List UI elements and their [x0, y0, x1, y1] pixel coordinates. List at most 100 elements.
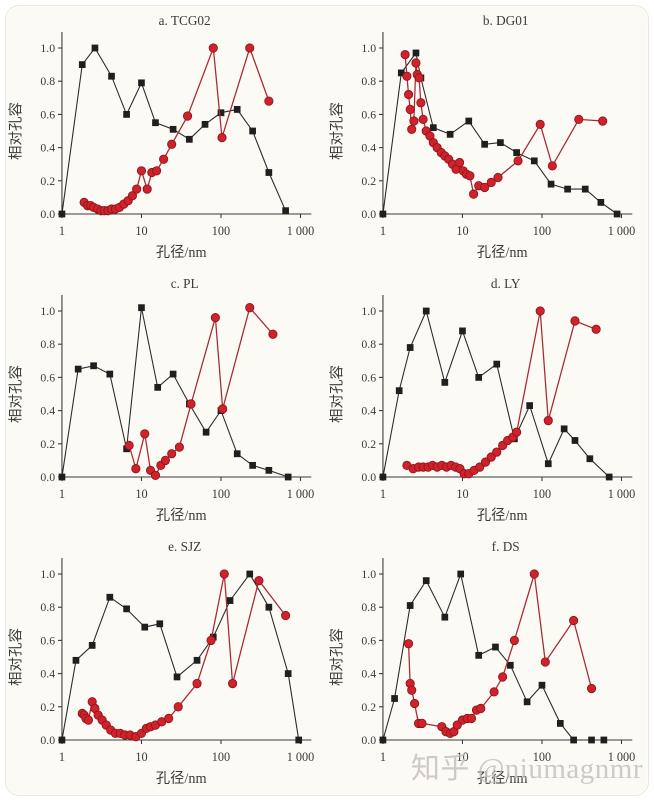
square-marker: [265, 466, 273, 474]
y-tick-label: 1.0: [361, 41, 376, 55]
circle-marker: [465, 171, 475, 181]
square-marker: [475, 374, 483, 381]
x-tick-label: 10: [456, 487, 468, 501]
square-marker: [233, 450, 241, 458]
square-marker: [481, 140, 488, 148]
x-tick-label: 1: [59, 487, 65, 501]
circle-marker: [150, 470, 161, 480]
square-marker: [600, 736, 608, 744]
x-tick-label: 10: [135, 224, 147, 238]
x-tick-label: 1: [380, 750, 386, 764]
square-marker: [226, 597, 234, 604]
series-line: [128, 306, 274, 477]
series-nmr-red-circles: [124, 303, 278, 480]
circle-marker: [405, 104, 415, 115]
y-axis-ticks: 0.0 0.2 0.4 0.6 0.8 1.0: [361, 304, 383, 484]
y-axis-label: 相对孔容: [8, 102, 25, 160]
circle-marker: [476, 703, 486, 714]
square-marker: [108, 72, 115, 80]
square-marker: [605, 473, 613, 481]
circle-marker: [404, 639, 414, 649]
series-nmr-red-circles: [77, 569, 291, 742]
x-tick-label: 1 000: [287, 224, 315, 238]
circle-marker: [418, 114, 428, 125]
subplot-d-ly: d. LY 0.0 0.2 0.4 0.6 0.8 1.0 1 10 100 1 000 孔径/nm 相…: [327, 269, 648, 532]
circle-marker: [569, 615, 579, 626]
square-marker: [538, 681, 546, 689]
square-marker: [265, 603, 273, 611]
circle-marker: [228, 678, 238, 689]
y-axis-label: 相对孔容: [329, 628, 346, 686]
square-marker: [441, 613, 449, 621]
circle-marker: [174, 442, 184, 452]
circle-marker: [492, 447, 502, 457]
circle-marker: [455, 157, 465, 168]
square-marker: [138, 304, 145, 312]
x-axis-label: 孔径/nm: [477, 770, 528, 787]
chart-title: c. PL: [171, 276, 199, 291]
subplot-f-ds: f. DS 0.0 0.2 0.4 0.6 0.8 1.0 1 10 100 1 000 孔径/nm 相…: [327, 532, 648, 795]
chart-canvas-c: c. PL 0.0 0.2 0.4 0.6 0.8 1.0 1 10 100 1 000 孔径/nm 相…: [8, 276, 314, 524]
square-marker: [88, 641, 96, 649]
circle-marker: [245, 303, 255, 313]
circle-marker: [210, 312, 220, 323]
circle-marker: [402, 71, 412, 81]
y-tick-label: 1.0: [40, 567, 55, 581]
y-tick-label: 0.2: [361, 437, 376, 451]
circle-marker: [83, 715, 93, 725]
y-tick-label: 0.2: [40, 174, 55, 188]
square-marker: [530, 157, 538, 165]
circle-marker: [414, 73, 424, 83]
square-marker: [429, 124, 437, 132]
circle-marker: [404, 89, 414, 100]
square-marker: [523, 698, 531, 706]
y-tick-label: 0.8: [361, 74, 376, 88]
y-tick-label: 1.0: [40, 41, 55, 55]
x-tick-label: 100: [212, 224, 230, 238]
square-marker: [422, 577, 430, 585]
square-marker: [497, 139, 504, 147]
circle-marker: [131, 464, 141, 474]
square-marker: [74, 365, 82, 373]
y-tick-label: 0.8: [361, 600, 376, 614]
circle-marker: [489, 687, 499, 697]
square-marker: [106, 593, 114, 601]
square-marker: [78, 61, 86, 68]
axes: [382, 32, 633, 215]
y-tick-label: 0.2: [361, 700, 376, 714]
y-axis-label: 相对孔容: [8, 365, 25, 423]
y-tick-label: 0.6: [40, 107, 55, 121]
circle-marker: [400, 49, 410, 60]
chart-canvas-b: b. DG01 0.0 0.2 0.4 0.6 0.8 1.0 1 10 100 1 000 孔径/n…: [329, 13, 635, 261]
y-axis-ticks: 0.0 0.2 0.4 0.6 0.8 1.0: [361, 41, 383, 221]
x-tick-label: 1 000: [608, 750, 636, 764]
square-marker: [446, 130, 454, 138]
y-tick-label: 0.4: [361, 403, 376, 417]
square-marker: [186, 135, 193, 143]
square-marker: [513, 149, 520, 156]
square-marker: [201, 120, 209, 128]
circle-marker: [417, 718, 427, 729]
square-marker: [284, 473, 292, 481]
chart-title: e. SJZ: [168, 539, 201, 554]
x-axis-ticks: 1 10 100 1 000: [59, 214, 314, 238]
series-mercury-intrusion-black-squares: [58, 570, 303, 744]
circle-marker: [535, 306, 545, 316]
square-marker: [586, 455, 594, 463]
square-marker: [58, 210, 66, 218]
circle-marker: [167, 449, 177, 459]
square-marker: [233, 106, 241, 113]
square-marker: [58, 473, 66, 481]
series-nmr-red-circles: [402, 306, 601, 479]
square-marker: [613, 210, 621, 218]
x-tick-label: 100: [533, 487, 551, 501]
y-tick-label: 1.0: [40, 304, 55, 318]
square-marker: [397, 69, 405, 77]
y-tick-label: 0.4: [40, 403, 55, 417]
circle-marker: [410, 698, 420, 709]
y-tick-label: 0.0: [361, 207, 376, 221]
square-marker: [246, 570, 254, 578]
y-tick-label: 0.0: [40, 207, 55, 221]
square-marker: [570, 736, 577, 744]
circle-marker: [547, 161, 557, 171]
